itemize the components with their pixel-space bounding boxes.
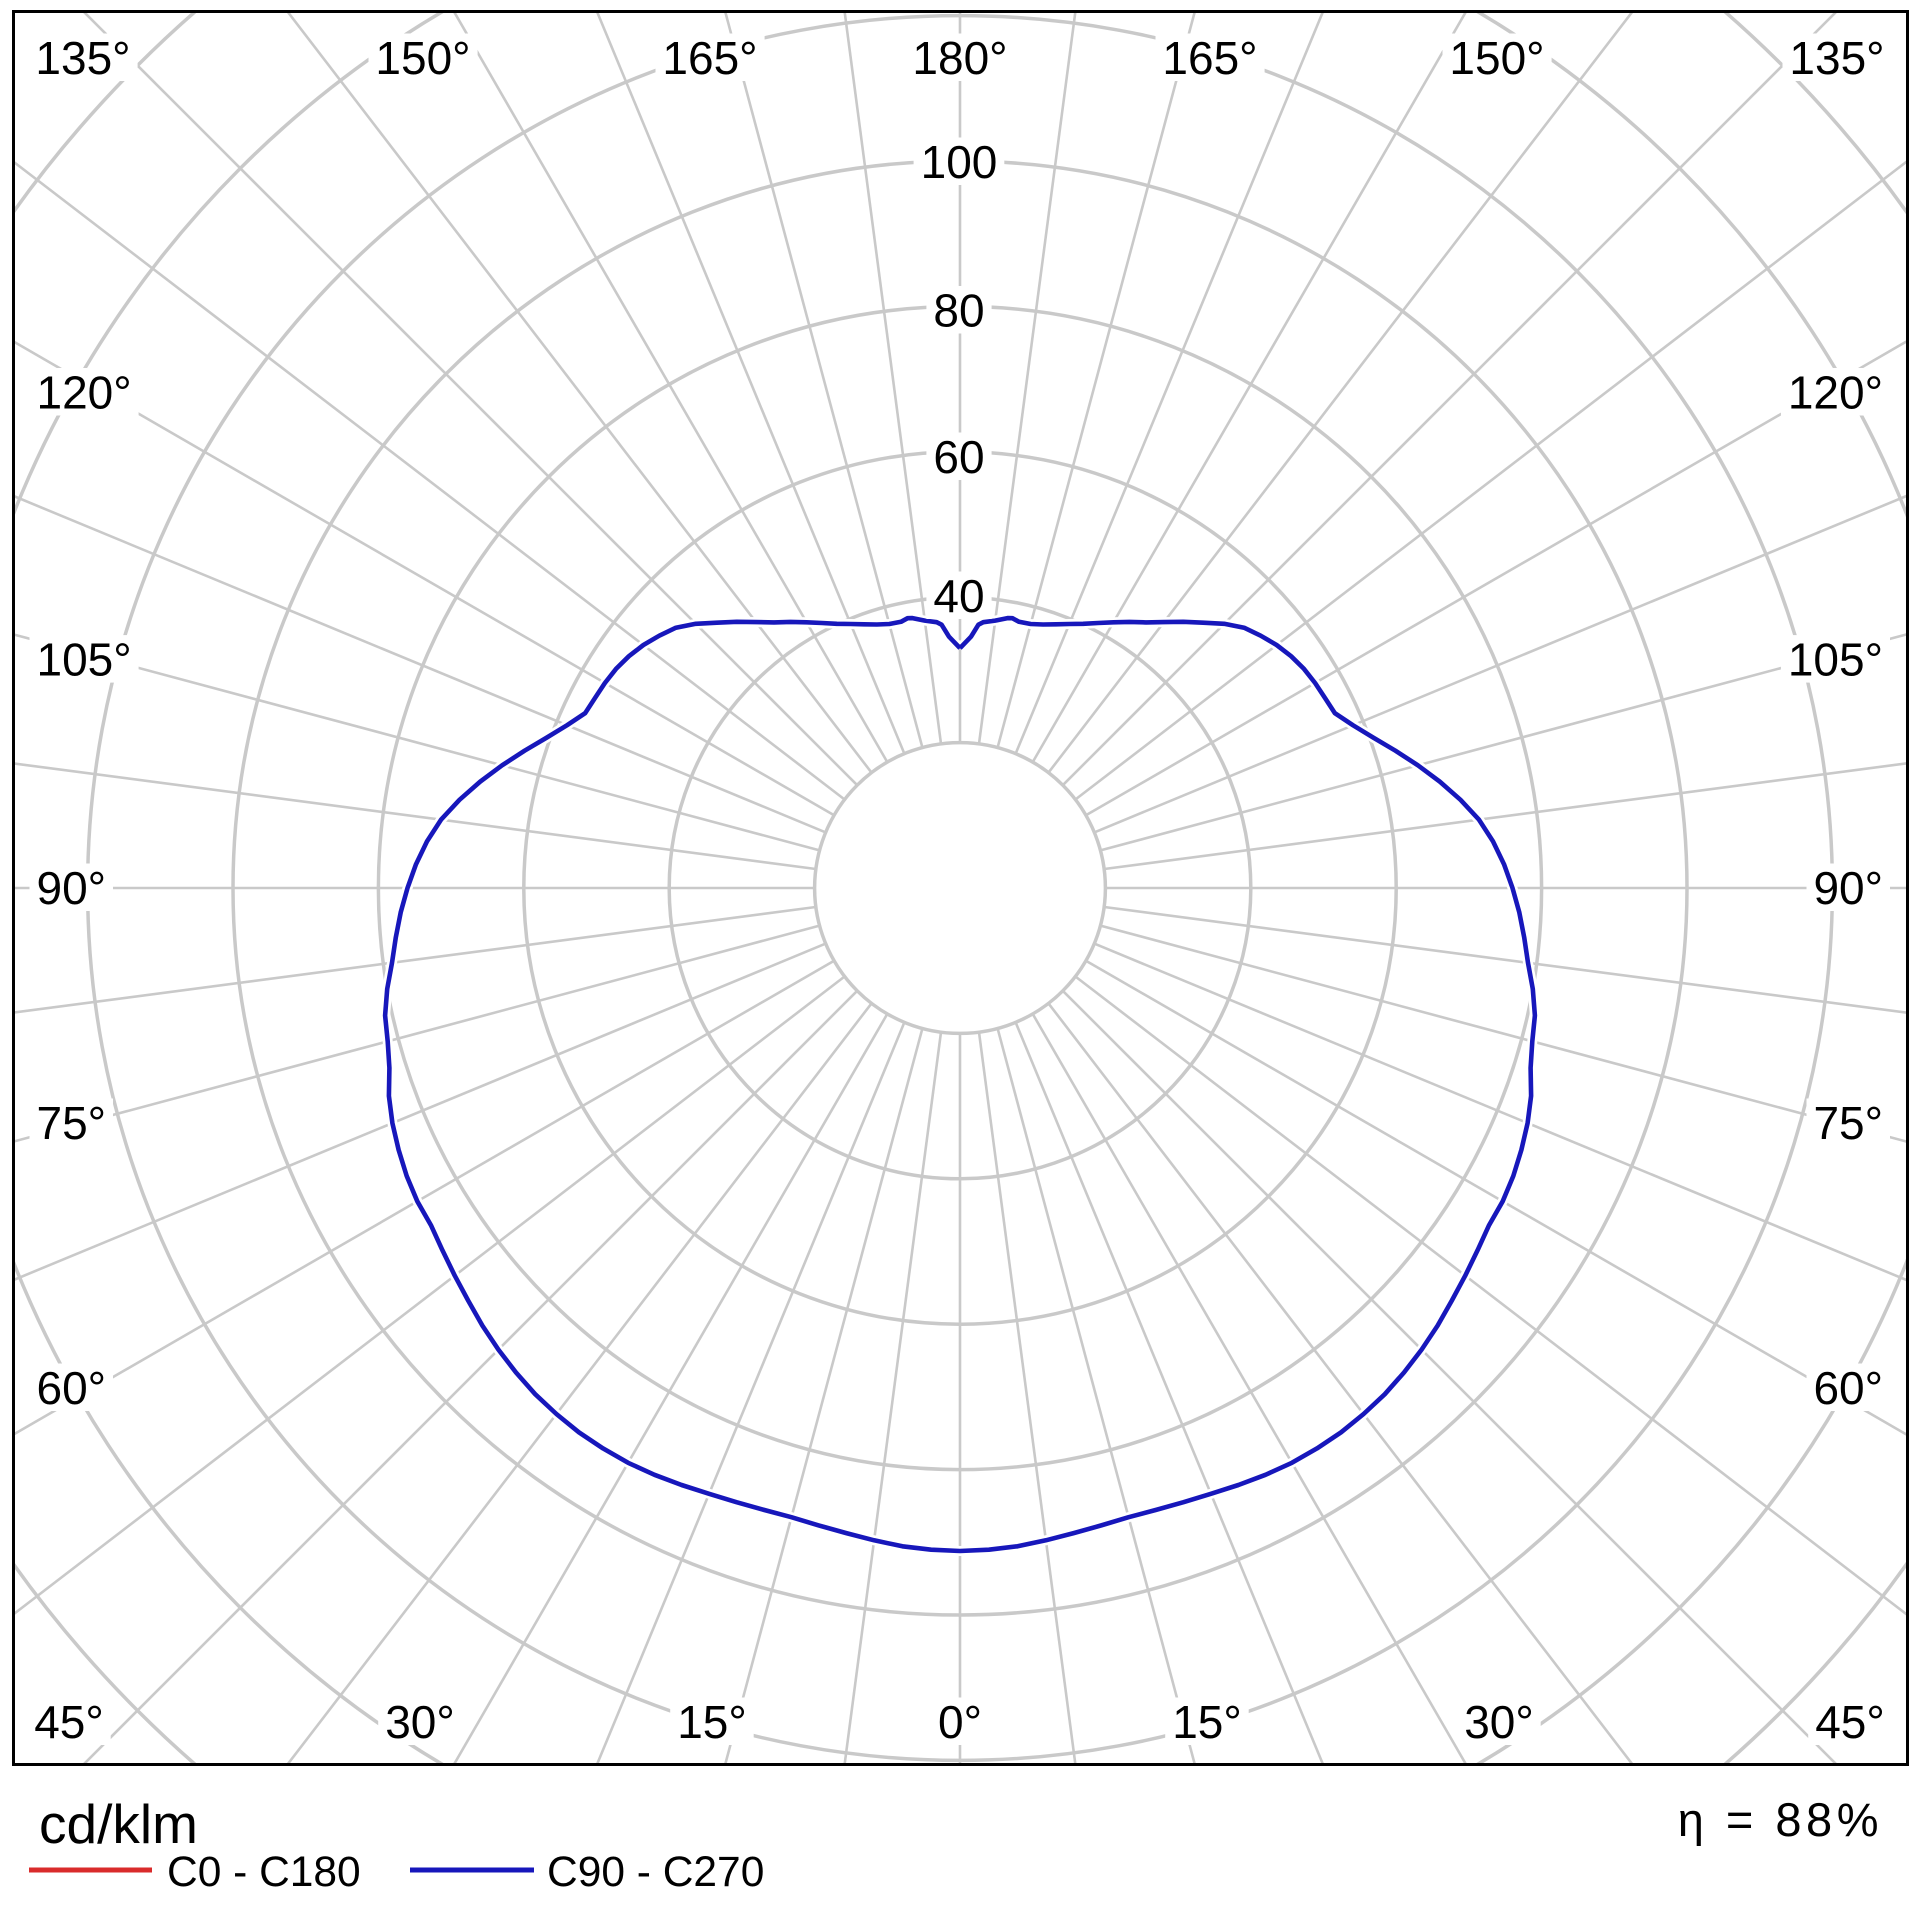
- svg-text:cd/klm: cd/klm: [39, 1793, 198, 1855]
- svg-text:105°: 105°: [37, 634, 132, 686]
- svg-text:75°: 75°: [1813, 1097, 1883, 1149]
- svg-text:40: 40: [933, 570, 984, 622]
- svg-text:30°: 30°: [1464, 1696, 1534, 1748]
- svg-text:60°: 60°: [1813, 1362, 1883, 1414]
- svg-text:120°: 120°: [1788, 367, 1883, 419]
- svg-text:60°: 60°: [37, 1362, 107, 1414]
- svg-text:0°: 0°: [938, 1696, 982, 1748]
- svg-text:100: 100: [921, 136, 998, 188]
- svg-text:105°: 105°: [1788, 634, 1883, 686]
- svg-text:η = 88%: η = 88%: [1678, 1793, 1883, 1846]
- svg-text:15°: 15°: [677, 1696, 747, 1748]
- svg-text:80: 80: [933, 285, 984, 337]
- svg-text:60: 60: [933, 431, 984, 483]
- svg-text:45°: 45°: [1815, 1696, 1885, 1748]
- svg-text:C0 - C180: C0 - C180: [167, 1849, 361, 1896]
- svg-text:135°: 135°: [35, 32, 130, 84]
- svg-text:75°: 75°: [37, 1097, 107, 1149]
- svg-text:90°: 90°: [1813, 862, 1883, 914]
- svg-text:165°: 165°: [662, 32, 757, 84]
- svg-text:135°: 135°: [1789, 32, 1884, 84]
- svg-text:150°: 150°: [375, 32, 470, 84]
- svg-text:165°: 165°: [1162, 32, 1257, 84]
- svg-text:C90 - C270: C90 - C270: [547, 1849, 764, 1896]
- svg-text:45°: 45°: [34, 1696, 104, 1748]
- svg-text:180°: 180°: [912, 32, 1007, 84]
- svg-text:15°: 15°: [1172, 1696, 1242, 1748]
- svg-text:120°: 120°: [37, 367, 132, 419]
- svg-text:30°: 30°: [385, 1696, 455, 1748]
- svg-text:90°: 90°: [37, 862, 107, 914]
- svg-text:150°: 150°: [1449, 32, 1544, 84]
